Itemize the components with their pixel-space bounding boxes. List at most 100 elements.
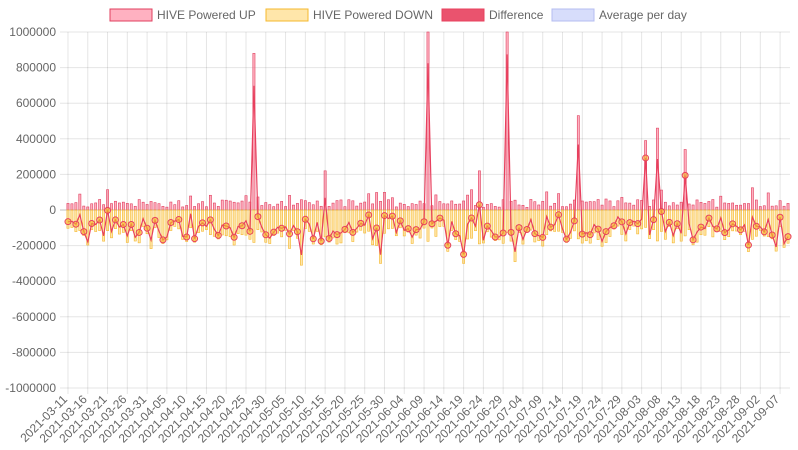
- powered-up-bar: [165, 206, 169, 211]
- powered-up-bar: [454, 203, 458, 211]
- powered-up-bar: [149, 201, 153, 211]
- powered-down-bar: [493, 209, 497, 241]
- difference-point: [388, 212, 396, 220]
- y-tick-label: 600000: [16, 96, 56, 110]
- powered-up-bar: [197, 203, 200, 211]
- y-tick-label: -400000: [12, 274, 56, 288]
- powered-up-bar: [303, 200, 307, 211]
- powered-up-bar: [307, 202, 311, 211]
- powered-down-bar: [228, 209, 232, 237]
- powered-up-bar: [743, 203, 746, 211]
- powered-up-bar: [715, 206, 719, 211]
- difference-point: [198, 219, 206, 227]
- powered-up-bar: [201, 201, 204, 211]
- difference-point: [681, 171, 689, 179]
- powered-up-bar: [398, 202, 402, 211]
- powered-down-bar: [102, 209, 105, 242]
- powered-up-bar: [363, 201, 367, 211]
- difference-point: [96, 216, 104, 224]
- powered-up-bar: [232, 201, 236, 211]
- powered-up-bar: [438, 201, 442, 211]
- powered-up-bar: [525, 207, 529, 211]
- powered-up-bar: [74, 202, 78, 211]
- difference-point: [317, 237, 325, 245]
- difference-point: [602, 228, 610, 236]
- difference-point: [626, 219, 634, 227]
- powered-down-bar: [414, 209, 418, 236]
- legend-label: HIVE Powered DOWN: [313, 8, 433, 22]
- powered-up-bar: [383, 191, 386, 211]
- powered-down-bar: [454, 209, 458, 240]
- powered-up-bar: [118, 202, 121, 211]
- powered-up-bar: [707, 201, 711, 211]
- y-tick-label: 0: [49, 203, 56, 217]
- powered-down-bar: [236, 209, 240, 234]
- powered-down-bar: [703, 209, 707, 236]
- powered-down-bar: [470, 209, 473, 239]
- powered-up-bar: [371, 203, 375, 211]
- powered-down-bar: [280, 209, 284, 238]
- powered-up-bar: [624, 202, 628, 211]
- powered-up-bar: [766, 192, 770, 211]
- difference-point: [80, 228, 88, 236]
- powered-down-bar: [537, 209, 541, 242]
- difference-point: [768, 231, 776, 239]
- powered-down-bar: [667, 209, 671, 227]
- powered-down-bar: [675, 209, 679, 230]
- powered-up-bar: [723, 202, 727, 211]
- difference-point: [452, 230, 460, 238]
- powered-up-bar: [632, 204, 636, 211]
- difference-point: [578, 230, 586, 238]
- powered-down-bar: [691, 209, 695, 246]
- powered-up-bar: [588, 201, 592, 211]
- difference-point: [618, 218, 626, 226]
- difference-point: [634, 220, 642, 228]
- powered-up-bar: [319, 205, 323, 211]
- powered-up-bar: [121, 201, 125, 211]
- powered-down-bar: [770, 209, 774, 240]
- powered-up-bar: [620, 197, 624, 211]
- difference-point: [673, 220, 681, 228]
- difference-point: [507, 228, 515, 236]
- difference-point: [665, 218, 673, 226]
- legend-swatch: [551, 8, 595, 22]
- difference-point: [127, 220, 135, 228]
- powered-up-bar: [529, 199, 533, 211]
- powered-up-bar: [292, 204, 295, 211]
- difference-point: [776, 213, 784, 221]
- powered-up-bar: [66, 203, 70, 211]
- powered-down-bar: [351, 209, 355, 242]
- powered-up-bar: [628, 202, 632, 211]
- powered-up-bar: [485, 204, 489, 211]
- powered-up-bar: [339, 199, 343, 211]
- powered-down-bar: [315, 209, 319, 232]
- powered-up-bar: [351, 200, 355, 211]
- powered-up-bar: [600, 204, 604, 211]
- powered-down-bar: [592, 209, 596, 234]
- powered-down-bar: [86, 209, 90, 246]
- powered-up-bar: [193, 206, 196, 211]
- powered-up-bar: [212, 202, 216, 211]
- powered-up-bar: [311, 204, 315, 211]
- powered-up-bar: [679, 201, 683, 211]
- difference-point: [404, 225, 412, 233]
- difference-point: [301, 215, 309, 223]
- powered-up-bar: [636, 199, 640, 211]
- powered-up-bar: [418, 200, 422, 211]
- difference-point: [460, 250, 468, 258]
- powered-up-bar: [604, 198, 608, 211]
- powered-up-bar: [446, 203, 450, 211]
- difference-point: [547, 223, 555, 231]
- y-axis: 1000000 800000 600000 400000 200000 0 -200000 -…: [5, 25, 56, 395]
- powered-up-bar: [703, 203, 707, 211]
- powered-down-bar: [339, 209, 343, 244]
- difference-point: [475, 201, 483, 209]
- powered-up-bar: [663, 201, 667, 211]
- powered-down-bar: [90, 209, 94, 231]
- difference-point: [523, 225, 531, 233]
- powered-up-bar: [157, 203, 161, 211]
- y-tick-label: -200000: [12, 239, 56, 253]
- powered-up-bar: [284, 206, 287, 211]
- difference-point: [206, 216, 214, 224]
- powered-down-bar: [110, 209, 113, 239]
